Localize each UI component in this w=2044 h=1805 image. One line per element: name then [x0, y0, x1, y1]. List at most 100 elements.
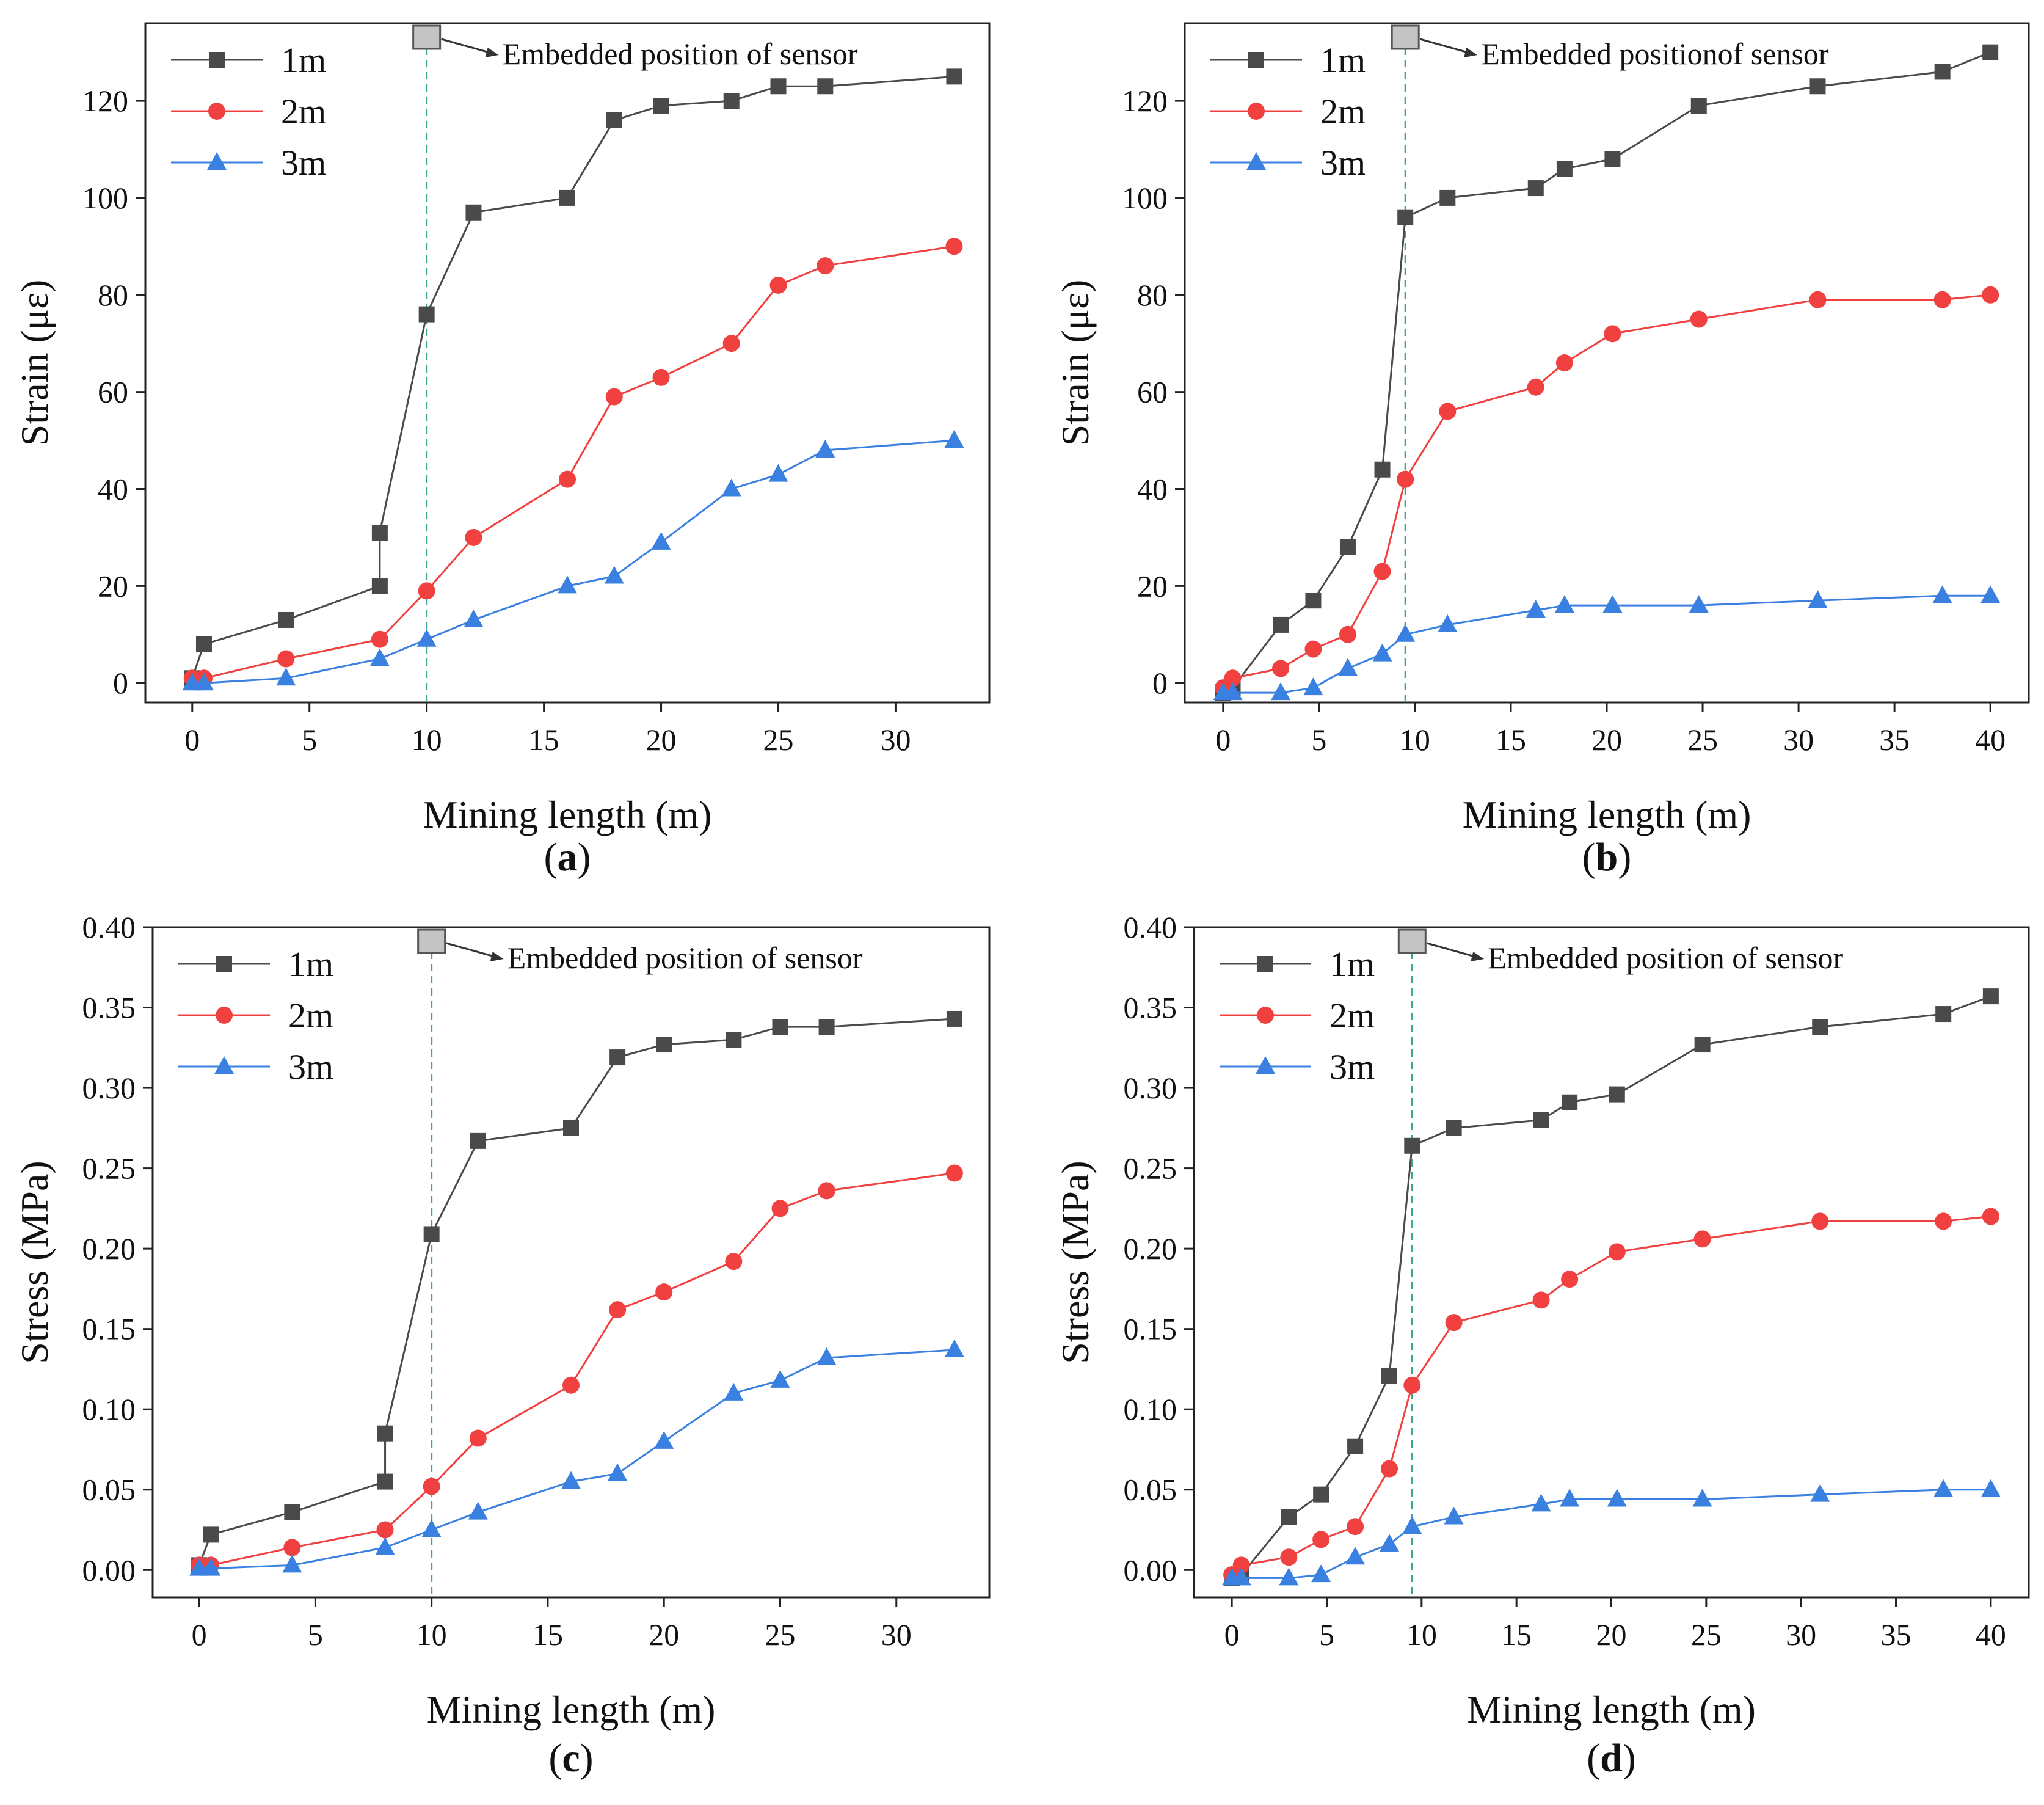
- data-point: [726, 1032, 742, 1048]
- x-tick-label: 20: [1591, 723, 1622, 757]
- y-tick-label: 0.10: [82, 1392, 136, 1426]
- data-point: [1272, 660, 1290, 677]
- sensor-marker: [1391, 24, 1420, 50]
- data-point: [1533, 1112, 1549, 1128]
- legend-marker: [208, 103, 225, 120]
- data-point: [817, 1347, 837, 1366]
- data-point: [769, 276, 787, 294]
- data-point: [203, 1526, 219, 1543]
- data-point: [469, 1429, 487, 1447]
- data-point: [818, 1182, 835, 1200]
- data-point: [1811, 1212, 1829, 1230]
- data-point: [1381, 1460, 1398, 1478]
- data-point: [1982, 1208, 1999, 1225]
- data-point: [1692, 1489, 1712, 1507]
- x-axis-title: Mining length (m): [423, 793, 712, 836]
- y-tick-label: 0.25: [1124, 1151, 1177, 1186]
- data-point: [1223, 682, 1243, 701]
- data-point: [652, 368, 670, 386]
- series-1m: [191, 1010, 962, 1573]
- data-point: [1555, 354, 1573, 371]
- data-point: [723, 93, 740, 109]
- data-point: [817, 78, 834, 95]
- x-tick-label: 30: [1783, 723, 1814, 757]
- data-point: [1812, 1019, 1828, 1035]
- y-tick-label: 100: [1122, 181, 1168, 215]
- data-point: [1693, 1230, 1711, 1248]
- data-point: [278, 611, 294, 628]
- data-point: [1374, 461, 1391, 478]
- y-tick-label: 40: [1137, 472, 1168, 506]
- chart-panel-b: 0 5 10 15 20 25 30 35 40 0 20 40 60 80 100 120 Mining le…: [1053, 22, 2030, 880]
- data-point: [1280, 1548, 1298, 1566]
- y-tick-label: 120: [1122, 84, 1168, 118]
- y-axis-title: Stress (MPa): [1053, 1161, 1097, 1363]
- data-point: [563, 1120, 579, 1136]
- data-point: [561, 1471, 581, 1489]
- data-point: [1982, 44, 1999, 60]
- legend-label: 1m: [1320, 40, 1366, 80]
- y-tick-label: 0.30: [82, 1071, 136, 1105]
- data-point: [1304, 640, 1322, 658]
- data-point: [276, 668, 296, 686]
- series-line: [1222, 294, 1991, 689]
- data-point: [1602, 595, 1623, 613]
- legend-label: 1m: [1329, 944, 1375, 984]
- x-tick-label: 5: [308, 1617, 323, 1652]
- data-point: [1380, 1534, 1400, 1552]
- data-point: [201, 1558, 221, 1576]
- annotation-arrow: [1419, 38, 1473, 55]
- data-point: [1279, 1567, 1299, 1586]
- y-tick-label: 0.20: [1124, 1231, 1177, 1266]
- data-point: [604, 566, 624, 584]
- data-point: [195, 636, 212, 652]
- data-point: [1402, 1516, 1422, 1534]
- y-tick-label: 0.00: [1124, 1553, 1177, 1587]
- legend-label: 3m: [288, 1047, 333, 1087]
- data-point: [470, 1132, 486, 1149]
- data-point: [562, 1376, 580, 1394]
- data-point: [1690, 310, 1708, 328]
- y-tick-label: 0.05: [1124, 1473, 1177, 1507]
- x-tick-label: 15: [529, 723, 559, 757]
- panel-caption-letter: a: [558, 835, 578, 880]
- data-point: [609, 1301, 627, 1319]
- data-point: [1312, 1531, 1330, 1548]
- legend-label: 2m: [1329, 996, 1375, 1035]
- y-tick-label: 0.35: [1124, 991, 1177, 1025]
- data-point: [468, 1501, 488, 1520]
- x-tick-label: 0: [192, 1617, 207, 1652]
- data-point: [653, 98, 669, 114]
- data-point: [655, 1283, 673, 1301]
- panel-caption-letter: b: [1596, 835, 1618, 880]
- series-2m: [191, 1164, 963, 1574]
- y-tick-label: 0: [1152, 666, 1168, 700]
- legend-marker: [1257, 956, 1273, 972]
- data-point: [1604, 151, 1621, 167]
- data-point: [282, 1555, 302, 1573]
- y-tick-label: 100: [82, 181, 128, 215]
- data-point: [606, 112, 622, 128]
- plot-frame: [144, 22, 991, 704]
- data-point: [1527, 378, 1544, 396]
- data-point: [1933, 1479, 1954, 1497]
- data-point: [724, 1382, 744, 1401]
- annotation-arrowhead: [1464, 48, 1478, 57]
- chart-panel-c: 0 5 10 15 20 25 30 0.00 0.05 0.10 0.15 0.20 0.25 0.30…: [13, 910, 991, 1781]
- annotation-arrow: [441, 38, 495, 55]
- x-tick-label: 25: [1687, 723, 1718, 757]
- data-point: [1303, 677, 1323, 696]
- data-point: [1934, 64, 1951, 80]
- data-point: [1271, 682, 1291, 701]
- data-point: [1560, 1489, 1580, 1507]
- y-tick-label: 0.30: [1124, 1071, 1177, 1105]
- data-point: [772, 1019, 788, 1035]
- data-point: [1281, 1509, 1297, 1525]
- legend-marker: [207, 152, 227, 170]
- data-point: [817, 257, 834, 275]
- data-point: [1439, 189, 1456, 206]
- x-tick-label: 20: [649, 1617, 679, 1652]
- series-3m: [189, 1339, 964, 1576]
- data-point: [818, 1019, 835, 1035]
- x-tick-label: 25: [763, 723, 794, 757]
